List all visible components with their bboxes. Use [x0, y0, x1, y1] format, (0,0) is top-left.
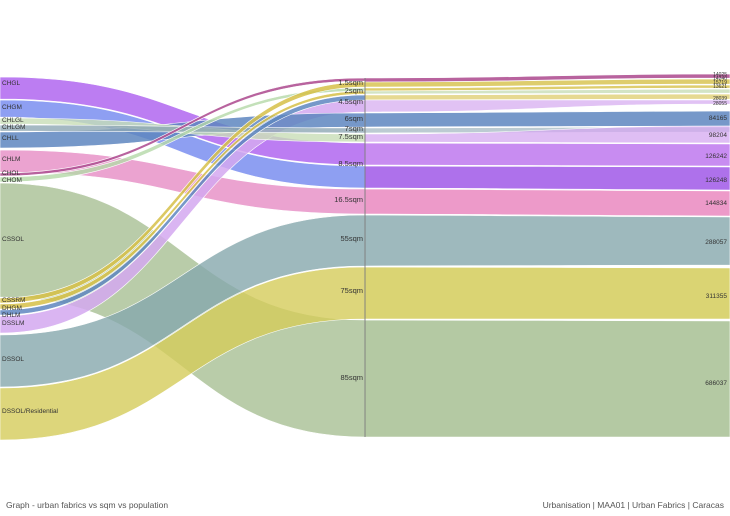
- flow-right-12: [364, 214, 730, 267]
- footer-title: Graph - urban fabrics vs sqm vs populati…: [6, 500, 169, 510]
- left-label-cssrm: CSSRM: [2, 297, 25, 304]
- left-label-dhgm: DHGM: [2, 305, 22, 312]
- flow-right-13: [364, 266, 730, 320]
- mid-label-75sqm: 75sqm: [340, 286, 363, 295]
- mid-label-7-5sqm: 7.5sqm: [338, 132, 363, 141]
- footer-credits: Urbanisation | MAA01 | Urban Fabrics | C…: [542, 500, 724, 510]
- flow-right-5: [364, 99, 730, 113]
- flow-right-6: [364, 110, 730, 128]
- right-value-12: 311355: [706, 293, 728, 300]
- left-label-dssol-residential: DSSOL/Residential: [2, 408, 59, 415]
- flow-right-4: [364, 93, 730, 101]
- right-value-4: 28039: [713, 96, 727, 102]
- mid-label-8-5sqm: 8.5sqm: [338, 159, 363, 168]
- right-value-5: 28055: [713, 101, 727, 107]
- mid-label-7sqm: 7sqm: [345, 124, 363, 133]
- mid-label-2sqm: 2sqm: [345, 86, 363, 95]
- right-value-0: 14025: [713, 72, 727, 78]
- left-label-dssol: DSSOL: [2, 356, 24, 363]
- flow-right-10: [364, 165, 730, 191]
- right-value-13: 686037: [705, 380, 727, 387]
- right-value-9: 126248: [705, 177, 727, 184]
- flow-right-14: [364, 319, 730, 438]
- left-label-dsslm: DSSLM: [2, 320, 24, 327]
- mid-label-16-5sqm: 16.5sqm: [334, 195, 363, 204]
- mid-label-55sqm: 55sqm: [340, 234, 363, 243]
- right-value-6: 84165: [709, 115, 727, 122]
- right-value-8: 126242: [705, 153, 727, 160]
- flow-right-8: [364, 125, 730, 144]
- flow-right-11: [364, 188, 730, 217]
- mid-label-4-5sqm: 4.5sqm: [338, 97, 363, 106]
- mid-label-6sqm: 6sqm: [345, 114, 363, 123]
- mid-label-1-5sqm: 1.5sqm: [338, 78, 363, 87]
- left-label-chol: CHOL: [2, 170, 20, 177]
- left-label-chgm: CHGM: [2, 104, 22, 111]
- left-label-chgl: CHGL: [2, 80, 20, 87]
- right-value-2: 15719: [713, 80, 727, 86]
- left-label-chom: CHOM: [2, 177, 22, 184]
- left-label-cssol: CSSOL: [2, 236, 24, 243]
- right-flows: [364, 73, 730, 438]
- right-value-1: 14240: [713, 76, 727, 82]
- flow-right-3: [364, 88, 730, 95]
- flow-right-9: [364, 142, 730, 167]
- flow-right-1: [364, 78, 730, 88]
- right-value-10: 144834: [705, 200, 727, 207]
- left-label-dhlm: DHLM: [2, 312, 20, 319]
- right-value-3: 13621: [713, 84, 727, 90]
- left-label-chlgl: CHLGL: [2, 117, 24, 124]
- right-value-11: 288057: [705, 239, 727, 246]
- left-label-chll: CHLL: [2, 135, 19, 142]
- mid-label-85sqm: 85sqm: [340, 373, 363, 382]
- left-flows: [0, 76, 366, 441]
- right-value-7: 98204: [709, 132, 727, 139]
- left-label-chlm: CHLM: [2, 156, 20, 163]
- left-label-chlgm: CHLGM: [2, 124, 25, 131]
